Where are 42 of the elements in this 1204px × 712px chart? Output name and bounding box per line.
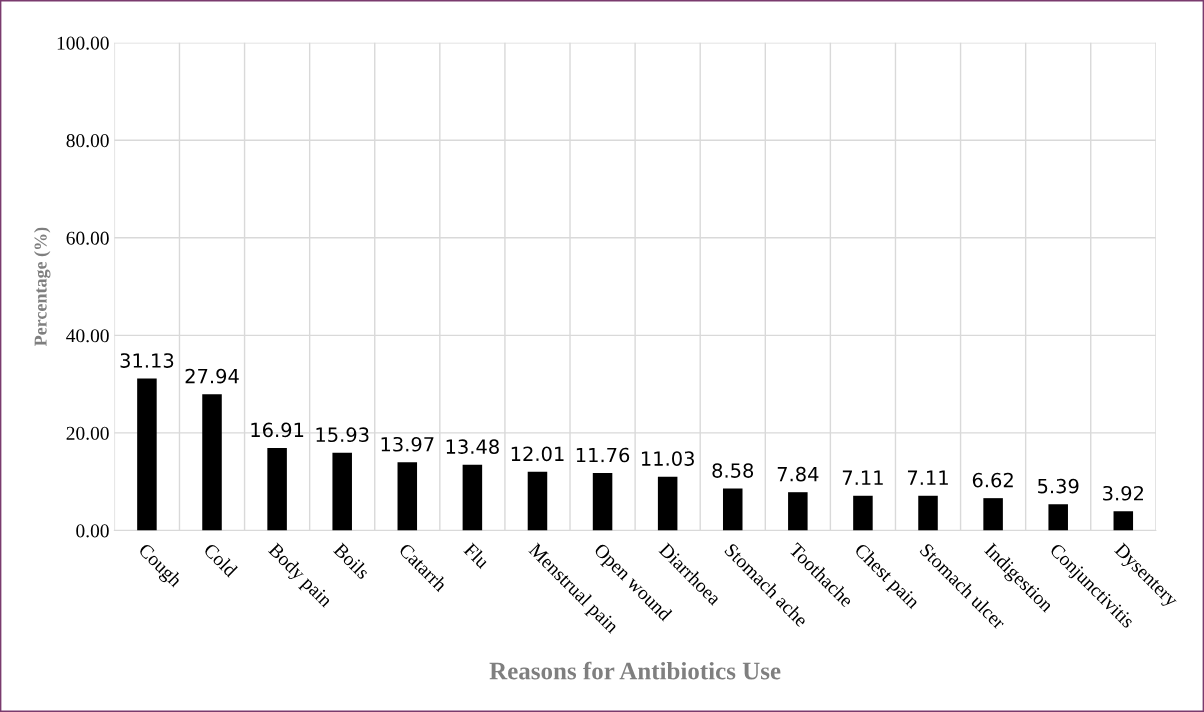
bar — [1113, 511, 1134, 531]
data-label: 8.58 — [712, 463, 754, 478]
data-label: 6.62 — [972, 472, 1013, 488]
y-tick-label: 80.00 — [66, 134, 109, 148]
x-tick-label: Cold — [202, 542, 239, 578]
data-label: 27.94 — [185, 368, 239, 384]
bar — [462, 464, 483, 531]
x-axis-title: Reasons for Antibiotics Use — [489, 661, 781, 680]
y-tick-label: 100.00 — [57, 36, 109, 50]
data-label: 7.11 — [842, 470, 883, 485]
bar — [657, 476, 678, 531]
y-tick-label: 60.00 — [66, 231, 109, 245]
data-label: 11.03 — [641, 451, 694, 466]
bar — [202, 394, 222, 531]
data-label: 5.39 — [1038, 478, 1079, 494]
data-label: 13.48 — [446, 439, 499, 454]
bar — [137, 378, 157, 531]
y-tick-label: 40.00 — [66, 329, 109, 343]
bar — [918, 495, 938, 531]
y-tick-label: 20.00 — [66, 426, 109, 440]
data-label: 13.97 — [381, 436, 434, 452]
data-label: 3.92 — [1103, 485, 1143, 501]
bar — [722, 488, 743, 531]
bar — [332, 452, 352, 531]
x-tick-label: Flu — [463, 541, 491, 570]
bar — [592, 473, 613, 531]
data-label: 11.76 — [576, 447, 630, 463]
data-label: 12.01 — [511, 446, 564, 462]
bar — [1048, 504, 1068, 531]
bar — [267, 447, 287, 531]
bar — [983, 498, 1003, 531]
data-label: 7.84 — [777, 466, 819, 482]
bar — [527, 471, 548, 531]
y-tick-label: 0.00 — [76, 524, 109, 538]
data-label: 16.91 — [251, 422, 304, 438]
bar — [397, 462, 418, 531]
data-label: 7.11 — [907, 470, 948, 485]
bar — [853, 495, 873, 531]
y-axis-title: Percentage (%) — [33, 227, 51, 347]
bar — [788, 492, 808, 531]
data-label: 31.13 — [120, 353, 174, 368]
data-label: 15.93 — [316, 427, 369, 443]
